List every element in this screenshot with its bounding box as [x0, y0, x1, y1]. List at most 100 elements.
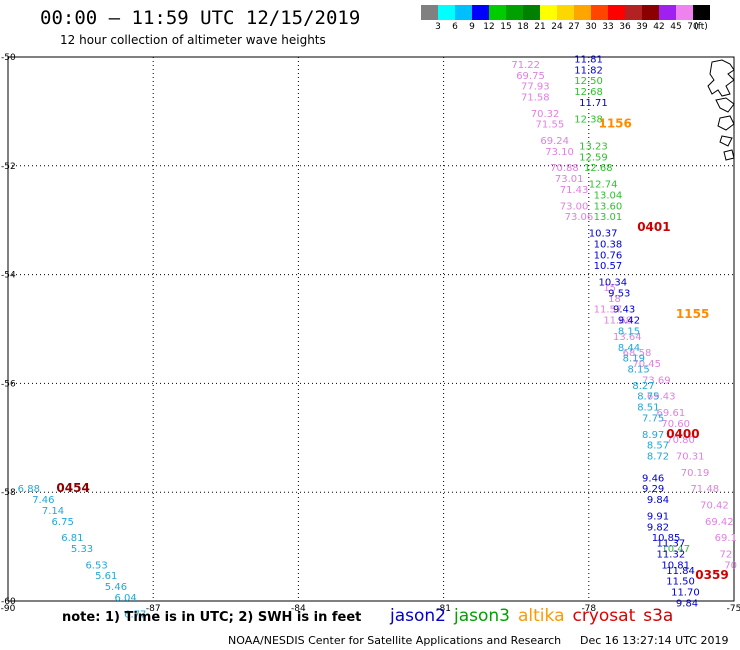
- map-frame: [7, 56, 735, 602]
- wave-height-value: 13.23: [579, 141, 608, 152]
- lon-tick-label: -87: [146, 604, 161, 614]
- wave-height-value: 8.15: [618, 326, 640, 337]
- wave-height-value: 5.46: [105, 582, 127, 593]
- pass-time-label: 0359: [695, 568, 728, 582]
- wave-height-value: 70.45: [632, 359, 661, 370]
- wave-height-value: 6.88: [18, 484, 40, 495]
- legend-item-s3a: s3a: [643, 606, 674, 626]
- wave-height-value: 9.84: [676, 598, 698, 609]
- wave-height-value: 73.10: [545, 147, 574, 158]
- wave-height-value: 68.58: [623, 348, 652, 359]
- lon-tick-label: -78: [581, 604, 596, 614]
- wave-height-value: 10.81: [661, 560, 690, 571]
- wave-height-value: 11.71: [579, 98, 608, 109]
- color-scale-label: 33: [602, 22, 614, 32]
- wave-height-value: 9.53: [608, 288, 630, 299]
- timestamp: Dec 16 13:27:14 UTC 2019: [580, 634, 729, 647]
- wave-height-value: 71.22: [511, 60, 540, 71]
- pass-time-label: 1156: [598, 117, 631, 131]
- color-scale-cell: [540, 5, 557, 20]
- wave-height-value: 69.75: [516, 71, 545, 82]
- wave-height-value: 72: [719, 549, 732, 560]
- wave-height-value: 8.72: [647, 452, 669, 463]
- wave-height-value: 70.60: [661, 419, 690, 430]
- wave-height-value: 7.46: [32, 495, 54, 506]
- wave-height-value: 73.00: [560, 201, 589, 212]
- time-labels: 1156 0401 1155 0400 0454 0359: [56, 117, 728, 583]
- wave-height-value: 70.88: [550, 163, 579, 174]
- wave-height-value: 5.61: [95, 571, 117, 582]
- wave-height-value: 6.04: [114, 593, 136, 604]
- wave-height-value: 9.42: [618, 316, 640, 327]
- wave-height-value: 10.47: [661, 544, 690, 555]
- wave-height-value: 11.57: [594, 305, 623, 316]
- color-scale-cell: [557, 5, 574, 20]
- wave-height-value: 70: [724, 560, 737, 571]
- color-scale-label: 36: [619, 22, 631, 32]
- wave-height-value: 69.43: [647, 392, 676, 403]
- wave-height-value: 11.81: [574, 54, 603, 65]
- color-scale-label: 39: [636, 22, 648, 32]
- color-scale-cell: [421, 5, 438, 20]
- lon-tick-label: -75: [727, 604, 740, 614]
- color-scale-label: 70: [687, 22, 699, 32]
- lat-tick-label: -60: [1, 597, 16, 607]
- wave-height-value: 13.04: [594, 190, 623, 201]
- wave-height-value: 10.85: [652, 533, 681, 544]
- wave-height-value: 9.91: [647, 511, 669, 522]
- footer-note: note: 1) Time is in UTC; 2) SWH is in fe…: [62, 610, 362, 625]
- wave-height-value: 10.38: [594, 239, 623, 250]
- wave-height-value: 12.50: [574, 76, 603, 87]
- wave-height-value: 69.42: [705, 517, 734, 528]
- wave-height-value: 10.76: [594, 250, 623, 261]
- wave-height-value: 6.53: [85, 560, 107, 571]
- color-scale-cell: [472, 5, 489, 20]
- color-scale-bar: [421, 5, 710, 20]
- satellite-legend: jason2 jason3 altika cryosat s3a: [390, 606, 681, 626]
- wave-height-value: 7.14: [42, 506, 64, 517]
- color-scale-cell: [523, 5, 540, 20]
- wave-height-value: 9.84: [647, 495, 669, 506]
- wave-height-value: 8.44: [618, 343, 640, 354]
- wave-height-value: 9.43: [613, 305, 635, 316]
- pass-time-label: 1155: [676, 307, 709, 321]
- color-scale-labels: 3 6 9 12 15 18 21 24 27 30 33 36 39 42 45 70 (ft): [421, 22, 740, 34]
- wave-height-value: 73.01: [555, 174, 584, 185]
- wave-height-value: 73.06: [565, 212, 594, 223]
- credit-line: NOAA/NESDIS Center for Satellite Applica…: [228, 634, 562, 647]
- color-scale-cell: [625, 5, 642, 20]
- color-scale-label: 15: [500, 22, 512, 32]
- wave-height-value: 71.48: [690, 484, 719, 495]
- color-scale-label: 45: [670, 22, 682, 32]
- legend-item-jason2: jason2: [390, 606, 446, 626]
- color-scale-label: 21: [534, 22, 546, 32]
- wave-height-value: 13.64: [613, 332, 642, 343]
- pass-time-label: 0454: [56, 481, 89, 495]
- wave-height-value: 11.82: [574, 65, 603, 76]
- color-scale-label: (ft): [694, 22, 708, 32]
- wave-height-value: 6.81: [61, 533, 83, 544]
- wave-height-value: 5.33: [71, 544, 93, 555]
- wave-height-value: 69.1: [715, 533, 737, 544]
- color-scale-cell: [455, 5, 472, 20]
- wave-height-value: 10.34: [598, 277, 627, 288]
- wave-height-value: 6.77: [124, 609, 146, 620]
- color-scale-cell: [608, 5, 625, 20]
- wave-height-value: 13.01: [594, 212, 623, 223]
- wave-height-value: 10.57: [594, 261, 623, 272]
- wave-height-value: 11.68: [603, 316, 632, 327]
- color-scale-label: 30: [585, 22, 597, 32]
- color-scale-label: 6: [452, 22, 458, 32]
- wave-height-value: 11.70: [671, 588, 700, 599]
- color-scale-label: 12: [483, 22, 495, 32]
- color-scale-cell: [489, 5, 506, 20]
- wave-height-value: 12.68: [584, 163, 613, 174]
- color-scale-cell: [506, 5, 523, 20]
- wave-height-value: 70.42: [700, 501, 729, 512]
- wave-height-value: 12.38: [574, 114, 603, 125]
- wave-height-value: 13.60: [594, 201, 623, 212]
- legend-item-cryosat: cryosat: [572, 606, 636, 626]
- lon-tick-label: -81: [436, 604, 451, 614]
- wave-height-value: 12.74: [589, 180, 618, 191]
